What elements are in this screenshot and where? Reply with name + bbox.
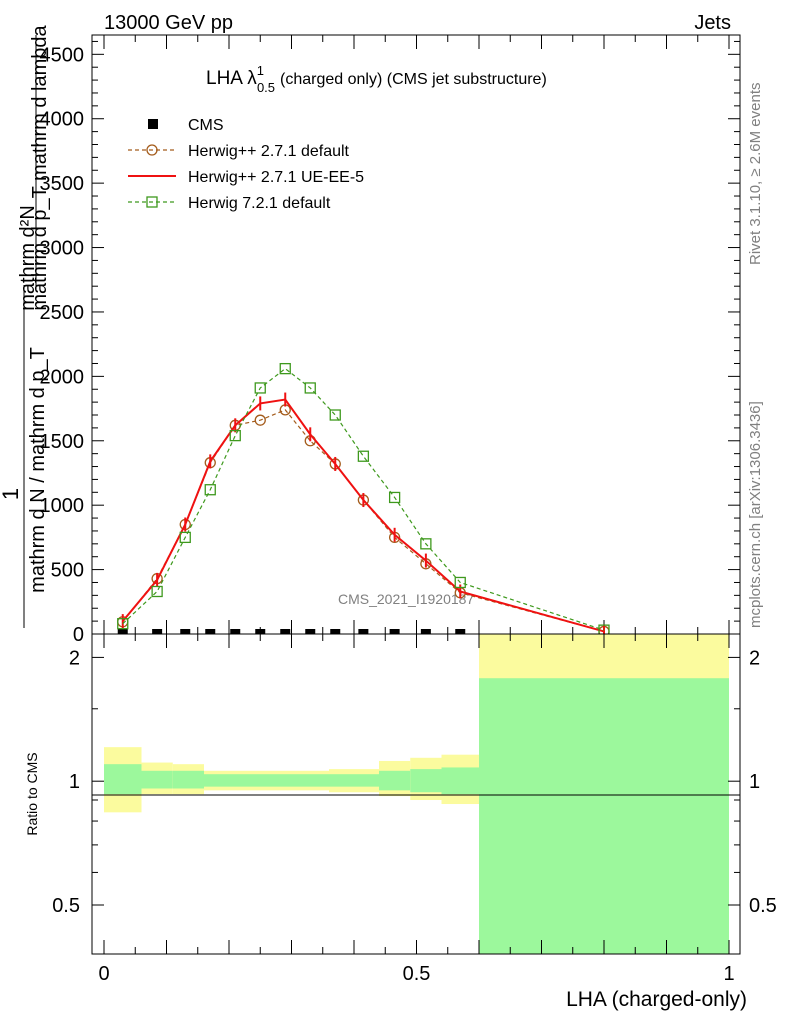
herwig7-point	[454, 576, 466, 589]
main-ytick-label: 4000	[40, 109, 85, 131]
cms-point	[280, 629, 291, 634]
cms-point	[420, 629, 431, 634]
ratio-stat-band	[141, 770, 173, 789]
legend-label-herwig-ueee5: Herwig++ 2.7.1 UE-EE-5	[188, 169, 364, 186]
herwig7-point	[151, 585, 163, 598]
ratio-ytick-label-right: 2	[749, 647, 760, 669]
cms-point	[455, 629, 466, 634]
ratio-panel: 0.5 0.51 12 2 0 0.5 1 Ratio to CMS LHA (charg…	[24, 633, 777, 1011]
legend-marker-cms	[148, 119, 158, 129]
series-line	[121, 398, 605, 633]
ratio-stat-band	[104, 764, 142, 795]
herwig7-point	[304, 382, 316, 394]
legend-marker-herwig-default	[146, 144, 158, 156]
legend-label-herwig-default: Herwig++ 2.7.1 default	[188, 143, 350, 160]
x-tick-label: 0	[98, 963, 109, 985]
y-label-denominator: mathrm d p_T mathrm d lambda	[29, 24, 51, 310]
herwig7-point	[388, 491, 401, 504]
ratio-ytick-label: 0.5	[52, 895, 80, 917]
x-tick-label: 0.5	[403, 963, 431, 985]
herwig7-point	[229, 429, 241, 442]
legend-label-herwig7: Herwig 7.2.1 default	[188, 195, 331, 212]
legend-entry-herwig-default: Herwig++ 2.7.1 default	[128, 143, 350, 160]
herwig-default-point	[254, 414, 266, 426]
legend-entry-cms: CMS	[148, 117, 224, 134]
analysis-watermark: CMS_2021_I1920187	[338, 591, 474, 607]
series-cms	[117, 629, 466, 634]
ratio-stat-band	[304, 774, 329, 787]
ratio-stat-band	[172, 770, 204, 789]
legend-label-cms: CMS	[188, 117, 224, 134]
cms-point	[389, 629, 400, 634]
ratio-ytick-label-right: 1	[749, 771, 760, 793]
herwig7-point	[204, 484, 216, 496]
herwig7-point	[329, 409, 341, 421]
ratio-bands	[104, 634, 729, 954]
herwig7-point	[357, 450, 370, 462]
y-label-prefix: 1	[0, 488, 23, 500]
mcplots-label: mcplots.cern.ch [arXiv:1306.3436]	[747, 401, 764, 628]
process-label: Jets	[694, 12, 731, 34]
ratio-ytick-label-right: 0.5	[749, 895, 777, 917]
cms-point	[305, 629, 316, 634]
rivet-label: Rivet 3.1.10, ≥ 2.6M events	[747, 83, 764, 266]
cms-point	[255, 629, 266, 634]
ratio-stat-band	[441, 767, 479, 795]
ratio-ytick-label: 1	[69, 771, 80, 793]
ratio-stat-band	[204, 774, 229, 787]
energy-label: 13000 GeV pp	[104, 12, 233, 34]
cms-point	[330, 629, 341, 634]
ratio-y-label: Ratio to CMS	[24, 752, 40, 835]
herwig7-point	[598, 624, 610, 634]
ratio-stat-band	[229, 774, 254, 787]
main-ytick-label: 2500	[40, 302, 85, 324]
main-panel: 0 500 1000 1500 2000 2500 3000 3500 4000 4500 LHA…	[0, 24, 741, 646]
cms-point	[230, 629, 241, 634]
main-ytick-label: 1500	[40, 431, 85, 453]
ratio-stat-band	[410, 769, 442, 793]
y-label-norm: mathrm d N / mathrm d p_T	[27, 347, 49, 593]
main-ytick-label: 3000	[40, 238, 85, 260]
x-axis-label: LHA (charged-only)	[566, 988, 747, 1011]
ratio-stat-band	[329, 774, 354, 787]
herwig7-point	[279, 362, 291, 375]
cms-point	[358, 629, 369, 634]
x-tick-label: 1	[723, 963, 734, 985]
main-y-ticks: 0 500 1000 1500 2000 2500 3000 3500 4000 4500	[40, 40, 740, 646]
cms-point	[152, 629, 163, 634]
series-herwig-2-7-1-ue-ee-5	[121, 392, 605, 634]
ratio-stat-band	[254, 774, 279, 787]
main-ytick-label: 1000	[40, 495, 85, 517]
main-ytick-label: 0	[73, 624, 84, 646]
ratio-x-ticks: 0 0.5 1	[98, 634, 735, 985]
herwig7-point	[254, 382, 266, 394]
herwig7-point	[179, 531, 191, 544]
main-ytick-label: 4500	[40, 44, 85, 66]
ratio-stat-band	[479, 678, 729, 954]
series-layer	[117, 362, 610, 634]
legend: CMS Herwig++ 2.7.1 default Herwig++ 2.7.…	[128, 117, 364, 212]
cms-point	[180, 629, 191, 634]
cms-point	[205, 629, 216, 634]
main-ytick-label: 500	[51, 560, 84, 582]
herwig7-point	[420, 538, 432, 550]
legend-entry-herwig-ueee5: Herwig++ 2.7.1 UE-EE-5	[128, 169, 364, 186]
y-label-numerator: mathrm d²N	[17, 205, 39, 311]
ratio-stat-band	[279, 774, 304, 787]
chart-title: LHA λ1 0.5 (charged only) (CMS jet substru…	[206, 63, 547, 95]
ratio-stat-band	[379, 770, 411, 791]
series-herwig-7-2-1-default	[117, 362, 610, 634]
legend-marker-herwig7	[146, 196, 158, 208]
ratio-stat-band	[354, 774, 379, 787]
ratio-ytick-label: 2	[69, 647, 80, 669]
cms-point	[117, 629, 128, 634]
series-line	[122, 367, 605, 631]
main-y-label: mathrm d²N mathrm d p_T mathrm d lambda …	[0, 24, 51, 628]
ratio-y-ticks: 0.5 0.5 1 1 2 2	[52, 647, 777, 917]
main-ytick-label: 2000	[40, 366, 85, 388]
main-ytick-label: 3500	[40, 173, 85, 195]
legend-entry-herwig7: Herwig 7.2.1 default	[128, 195, 331, 212]
herwig7-point	[117, 618, 129, 630]
